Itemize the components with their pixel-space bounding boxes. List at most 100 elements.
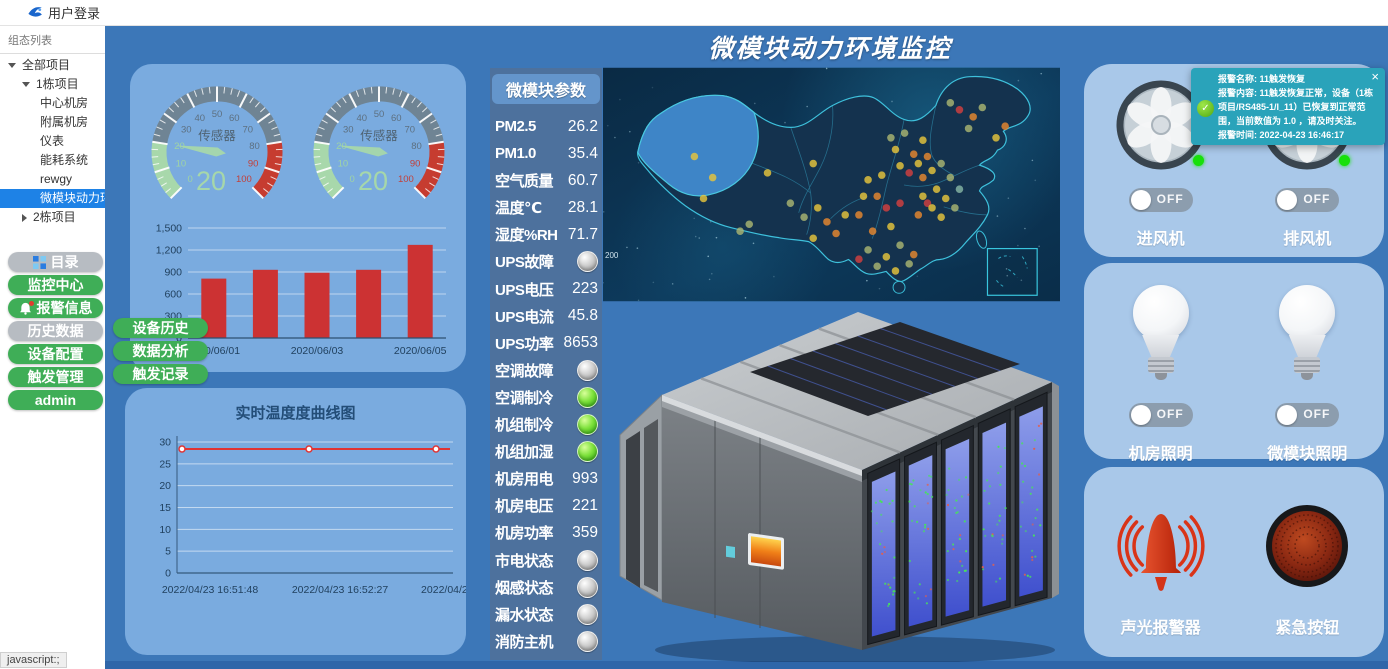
- tree-item-仪表[interactable]: 仪表: [0, 132, 105, 151]
- param-row-消防主机: 消防主机: [490, 629, 602, 654]
- submenu-item-数据分析[interactable]: 数据分析: [113, 341, 208, 361]
- alarm-name-label: 报警名称:: [1218, 74, 1257, 84]
- param-row-烟感状态: 烟感状态: [490, 575, 602, 600]
- toggle-knob: [1277, 405, 1298, 425]
- svg-text:50: 50: [374, 109, 385, 120]
- power-toggle[interactable]: OFF: [1275, 403, 1340, 427]
- menu-item-label: 报警信息: [36, 300, 93, 316]
- chevron-down-icon[interactable]: [22, 82, 30, 87]
- svg-text:80: 80: [249, 141, 260, 152]
- power-toggle[interactable]: OFF: [1128, 188, 1193, 212]
- svg-text:10: 10: [159, 524, 171, 536]
- power-toggle[interactable]: OFF: [1128, 403, 1193, 427]
- param-row-UPS功率: UPS功率 8653: [490, 331, 602, 356]
- app-logo-icon: [28, 7, 42, 17]
- hainan-island: [892, 280, 906, 294]
- toggle-knob: [1277, 190, 1298, 210]
- status-led-green: [577, 441, 598, 463]
- param-row-PM2.5: PM2.5 26.2: [490, 114, 602, 139]
- svg-text:30: 30: [181, 125, 192, 136]
- tree-item-中心机房[interactable]: 中心机房: [0, 94, 105, 113]
- param-label: 机房用电: [495, 471, 554, 489]
- menu-item-label: 设备配置: [27, 346, 84, 362]
- submenu-item-触发记录[interactable]: 触发记录: [113, 364, 208, 384]
- alarm-panel: 声光报警器 紧急按钮: [1084, 467, 1384, 657]
- menu-item-设备配置[interactable]: 设备配置: [8, 344, 103, 364]
- svg-text:2020/06/05: 2020/06/05: [394, 345, 447, 357]
- tree-item-1栋项目[interactable]: 1栋项目: [0, 75, 105, 94]
- svg-text:0: 0: [349, 174, 354, 185]
- power-toggle[interactable]: OFF: [1275, 188, 1340, 212]
- light-panel: OFF 机房照明 OFF 微模块照明: [1084, 263, 1384, 463]
- submenu-item-label: 触发记录: [132, 366, 189, 382]
- chevron-right-icon[interactable]: [22, 213, 27, 222]
- menu-item-目录[interactable]: 目录: [8, 252, 103, 272]
- menu-item-报警信息[interactable]: 报警信息: [8, 298, 103, 318]
- svg-text:40: 40: [194, 113, 205, 124]
- svg-text:80: 80: [411, 141, 422, 152]
- chevron-down-icon[interactable]: [8, 63, 16, 68]
- svg-text:20: 20: [336, 141, 347, 152]
- svg-text:70: 70: [404, 125, 415, 136]
- param-label: 机组加湿: [495, 444, 554, 462]
- alarm-popup: × ✓ 报警名称: 11触发恢复 报警内容: 11触发恢复正常，设备（1栋项目/…: [1191, 68, 1385, 145]
- param-panel-title: 微模块参数: [492, 74, 600, 104]
- svg-text:70: 70: [242, 125, 253, 136]
- bar-2020/06/05: [407, 244, 433, 338]
- param-row-市电状态: 市电状态: [490, 548, 602, 573]
- tree-item-微模块动力环境[interactable]: 微模块动力环境: [0, 189, 124, 208]
- toggle-state-label: OFF: [1156, 192, 1184, 206]
- tree-item-能耗系统[interactable]: 能耗系统: [0, 151, 105, 170]
- param-value: 221: [572, 496, 598, 514]
- param-label: 空调故障: [495, 362, 554, 380]
- param-value: 223: [572, 280, 598, 298]
- window-title: 用户登录: [48, 6, 101, 21]
- param-value: 359: [572, 523, 598, 541]
- svg-text:20: 20: [174, 141, 185, 152]
- gauge-needle: [175, 145, 226, 157]
- server-room-3d: [600, 300, 1060, 664]
- submenu-item-设备历史[interactable]: 设备历史: [113, 318, 208, 338]
- toggle-state-label: OFF: [1303, 192, 1331, 206]
- svg-text:10: 10: [338, 159, 349, 170]
- menu-item-触发管理[interactable]: 触发管理: [8, 367, 103, 387]
- fan-icon: [1116, 80, 1206, 170]
- menu-item-admin[interactable]: admin: [8, 390, 103, 410]
- china-map-svg: [602, 0, 1080, 356]
- emergency-button-icon[interactable]: [1261, 500, 1353, 592]
- param-row-湿度%RH: 湿度%RH 71.7: [490, 222, 602, 247]
- menu-item-历史数据[interactable]: 历史数据: [8, 321, 103, 341]
- param-label: 空调制冷: [495, 389, 554, 407]
- submenu-item-label: 设备历史: [132, 320, 189, 336]
- line-point-1: [305, 445, 313, 453]
- close-icon[interactable]: ×: [1371, 69, 1379, 84]
- line-point-0: [178, 445, 186, 453]
- fan-device-进风机: OFF 进风机: [1091, 64, 1231, 249]
- tree-item-全部项目[interactable]: 全部项目: [0, 56, 105, 75]
- fan-wrap: [1116, 80, 1206, 170]
- svg-text:0: 0: [165, 568, 171, 580]
- param-label: 市电状态: [495, 552, 554, 570]
- param-row-机组制冷: 机组制冷: [490, 412, 602, 437]
- toggle-knob: [1130, 190, 1151, 210]
- menu-item-label: admin: [34, 392, 77, 408]
- province-borders: [751, 105, 988, 239]
- svg-text:30: 30: [159, 437, 171, 449]
- alarm-name: 11触发恢复: [1259, 74, 1306, 84]
- line-chart-title: 实时温度度曲线图: [235, 405, 356, 422]
- map-inset-box: [986, 247, 1038, 296]
- tree-item-附属机房[interactable]: 附属机房: [0, 113, 105, 132]
- page-title: 微模块动力环境监控: [708, 35, 952, 63]
- tree-item-label: 1栋项目: [36, 77, 79, 91]
- grid-icon: [32, 255, 46, 269]
- svg-text:20: 20: [159, 480, 171, 492]
- tree-item-rewgy[interactable]: rewgy: [0, 170, 105, 189]
- status-led-green: [577, 386, 598, 408]
- param-label: 温度℃: [495, 200, 542, 218]
- param-label: PM2.5: [495, 118, 536, 135]
- param-label: UPS电压: [495, 281, 554, 299]
- tree-item-2栋项目[interactable]: 2栋项目: [0, 208, 105, 227]
- menu-item-监控中心[interactable]: 监控中心: [8, 275, 103, 295]
- light-bulb-icon: [1274, 285, 1340, 385]
